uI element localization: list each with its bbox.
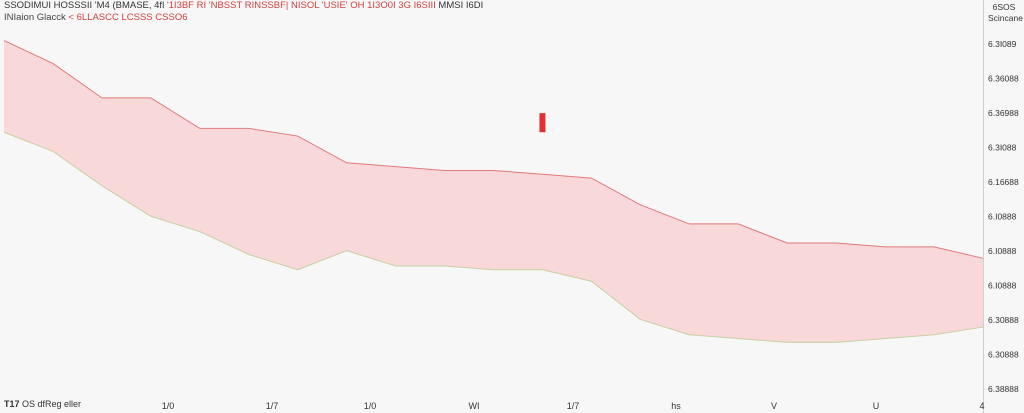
status-label: T17 OS dfReg eller <box>4 399 81 409</box>
marker-candle <box>539 113 546 133</box>
legend-extra: MMSI I6DI <box>438 0 484 11</box>
x-tick-label: 1/0 <box>364 401 377 411</box>
y-tick-label: 6.36988 <box>988 108 1019 118</box>
y-tick-label: 6.3I089 <box>988 39 1017 49</box>
price-scale[interactable] <box>983 0 1024 413</box>
x-tick-label: 1/7 <box>567 401 580 411</box>
y-tick-label: 6.36088 <box>988 74 1019 84</box>
price-scale-top-label: 6SOS <box>992 2 1016 12</box>
x-tick-label: hs <box>671 401 681 411</box>
x-tick-label: WI <box>469 401 480 411</box>
y-tick-label: 6.30888 <box>988 315 1019 325</box>
status-badge: T17 <box>4 399 20 409</box>
y-tick-label: 6.3I088 <box>988 143 1017 153</box>
status-text: OS dfReg eller <box>22 399 82 409</box>
y-tick-label: 6.I0888 <box>988 281 1017 291</box>
y-tick-label: 6.38888 <box>988 384 1019 394</box>
x-tick-label: 1/7 <box>266 401 279 411</box>
series-line-upper <box>3 40 984 259</box>
price-scale-header: 6SOS Scincane <box>988 2 1023 24</box>
y-tick-label: 6.I0888 <box>988 212 1017 222</box>
x-tick-label: V <box>771 401 777 411</box>
series-line-lower <box>3 131 984 343</box>
legend-symbol: SSODIMUI HOSSSII 'M4 (BMASE, 4fl <box>4 0 165 11</box>
legend-study-values: < 6LLASCC LCSSS CSSO6 <box>68 12 188 23</box>
legend-values: '1I3BF RI 'NBSST RINSSBF| NISOL 'USIE' O… <box>166 0 436 11</box>
x-tick-label: 4 <box>979 401 984 411</box>
cloud-area <box>4 40 983 343</box>
legend-study-name: INIaion Glacck <box>4 12 66 23</box>
price-scale-sub-label: Scincane <box>988 13 1023 23</box>
chart-legend: SSODIMUI HOSSSII 'M4 (BMASE, 4fl '1I3BF … <box>4 0 483 24</box>
y-tick-label: 6.16688 <box>988 177 1019 187</box>
x-tick-label: 1/0 <box>162 401 175 411</box>
y-tick-label: 6.I0888 <box>988 246 1017 256</box>
legend-row-1: SSODIMUI HOSSSII 'M4 (BMASE, 4fl '1I3BF … <box>4 0 483 12</box>
y-tick-label: 6.30888 <box>988 350 1019 360</box>
legend-row-2: INIaion Glacck < 6LLASCC LCSSS CSSO6 <box>4 12 483 24</box>
x-tick-label: U <box>873 401 880 411</box>
